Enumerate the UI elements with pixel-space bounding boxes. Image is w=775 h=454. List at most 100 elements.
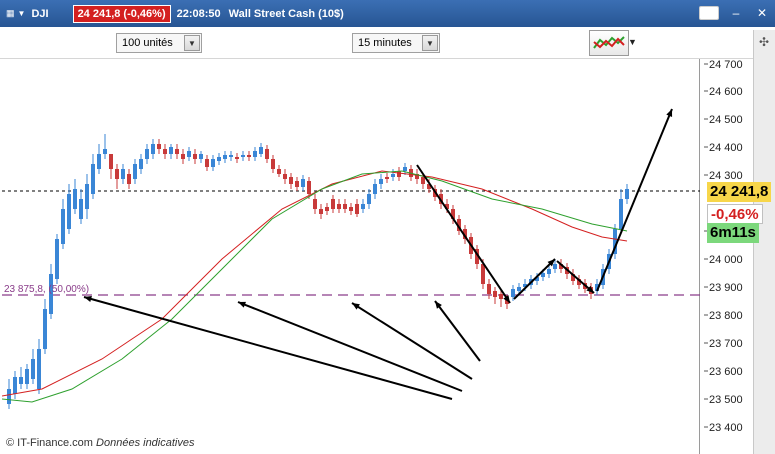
candle-body — [301, 179, 305, 187]
y-axis-label: 23 600 — [709, 366, 743, 378]
annotation-arrow — [596, 108, 673, 292]
candle-body — [613, 229, 617, 254]
candle-body — [367, 194, 371, 204]
settings-icon[interactable]: ✣ — [758, 35, 770, 49]
candle-body — [79, 199, 83, 219]
candle-body — [181, 154, 185, 159]
candle-body — [283, 174, 287, 179]
candle-body — [619, 199, 623, 229]
annotation-arrow-head — [586, 285, 594, 293]
candle-body — [445, 204, 449, 209]
candle-body — [307, 181, 311, 194]
change-badge: -0,46% — [707, 204, 763, 224]
price-change-badge: 24 241,8 (-0,46%) — [72, 4, 171, 23]
candle-body — [487, 284, 491, 294]
indicators-button[interactable] — [589, 30, 629, 56]
chevron-down-icon[interactable]: ▼ — [628, 37, 637, 47]
candle-body — [313, 199, 317, 209]
candle-body — [247, 155, 251, 157]
candle-body — [427, 184, 431, 189]
candle-body — [523, 284, 527, 287]
units-select[interactable]: 100 unités ▼ — [116, 33, 202, 53]
y-axis-label: 24 000 — [709, 254, 743, 266]
candle-body — [37, 349, 41, 389]
candle-body — [337, 204, 341, 209]
y-axis-label: 24 700 — [709, 59, 743, 71]
current-price-badge: 24 241,8 — [707, 182, 772, 202]
candle-body — [163, 149, 167, 154]
candle-body — [421, 177, 425, 184]
y-axis-label: 24 600 — [709, 86, 743, 98]
chevron-down-icon[interactable]: ▼ — [184, 35, 200, 51]
y-axis-label: 23 700 — [709, 338, 743, 350]
keyboard-icon[interactable] — [699, 6, 719, 20]
candle-body — [13, 377, 17, 394]
annotation-arrow-head — [666, 109, 673, 117]
footer-note: Données indicatives — [96, 437, 195, 449]
candle-body — [373, 184, 377, 194]
candle-body — [397, 171, 401, 177]
candle-body — [457, 219, 461, 231]
candle-body — [493, 291, 497, 297]
symbol-label: DJI — [31, 7, 49, 20]
candle-body — [499, 294, 503, 299]
moving-average-red — [2, 170, 628, 397]
candle-body — [385, 177, 389, 179]
annotation-arrow — [351, 302, 473, 380]
footer: © IT-Finance.com Données indicatives — [6, 437, 194, 449]
chevron-down-icon[interactable]: ▼ — [422, 35, 438, 51]
chart-icon[interactable]: ▦ — [6, 8, 15, 18]
candle-body — [55, 239, 59, 279]
candle-body — [223, 155, 227, 159]
chart-toolbar: 100 unités ▼ 15 minutes ▼ ▼ — [0, 27, 775, 59]
annotation-arrow-head — [352, 303, 360, 310]
close-icon[interactable]: ✕ — [756, 6, 768, 20]
candle-body — [295, 181, 299, 187]
annotation-arrow — [556, 260, 595, 294]
candle-body — [625, 189, 629, 199]
candle-body — [355, 204, 359, 214]
candle-body — [271, 159, 275, 169]
candle-body — [115, 169, 119, 179]
y-axis-label: 23 500 — [709, 394, 743, 406]
candle-body — [595, 284, 599, 291]
candle-body — [145, 149, 149, 159]
candle-timer-badge: 6m11s — [707, 223, 759, 243]
candle-body — [577, 279, 581, 285]
candle-body — [541, 273, 545, 277]
annotation-arrow-head — [547, 259, 555, 267]
candle-body — [169, 147, 173, 154]
instrument-name: Wall Street Cash (10$) — [228, 7, 344, 20]
candle-body — [199, 154, 203, 159]
annotation-arrow-head — [503, 295, 510, 303]
annotation-arrow — [237, 301, 463, 392]
minimize-icon[interactable]: – — [732, 6, 740, 20]
chevron-down-icon[interactable]: ▼ — [17, 9, 26, 18]
candle-body — [151, 144, 155, 154]
y-axis-label: 24 400 — [709, 142, 743, 154]
candle-body — [49, 274, 53, 314]
candle-body — [451, 209, 455, 219]
annotation-arrow — [434, 300, 481, 362]
candle-body — [319, 209, 323, 214]
price-chart[interactable] — [2, 59, 700, 454]
interval-select[interactable]: 15 minutes ▼ — [352, 33, 440, 53]
y-axis-label: 24 300 — [709, 170, 743, 182]
annotation-arrow — [83, 296, 453, 400]
candle-body — [157, 144, 161, 149]
candle-body — [235, 157, 239, 159]
candle-body — [139, 159, 143, 169]
candle-body — [19, 377, 23, 384]
y-axis-label: 23 900 — [709, 282, 743, 294]
candle-body — [475, 249, 479, 264]
candle-body — [175, 149, 179, 154]
candle-body — [133, 164, 137, 179]
y-axis-label: 23 800 — [709, 310, 743, 322]
moving-average-green — [2, 170, 628, 403]
candle-body — [85, 184, 89, 209]
candle-body — [253, 151, 257, 157]
candle-body — [391, 174, 395, 177]
candle-body — [403, 167, 407, 171]
candle-body — [31, 359, 35, 379]
